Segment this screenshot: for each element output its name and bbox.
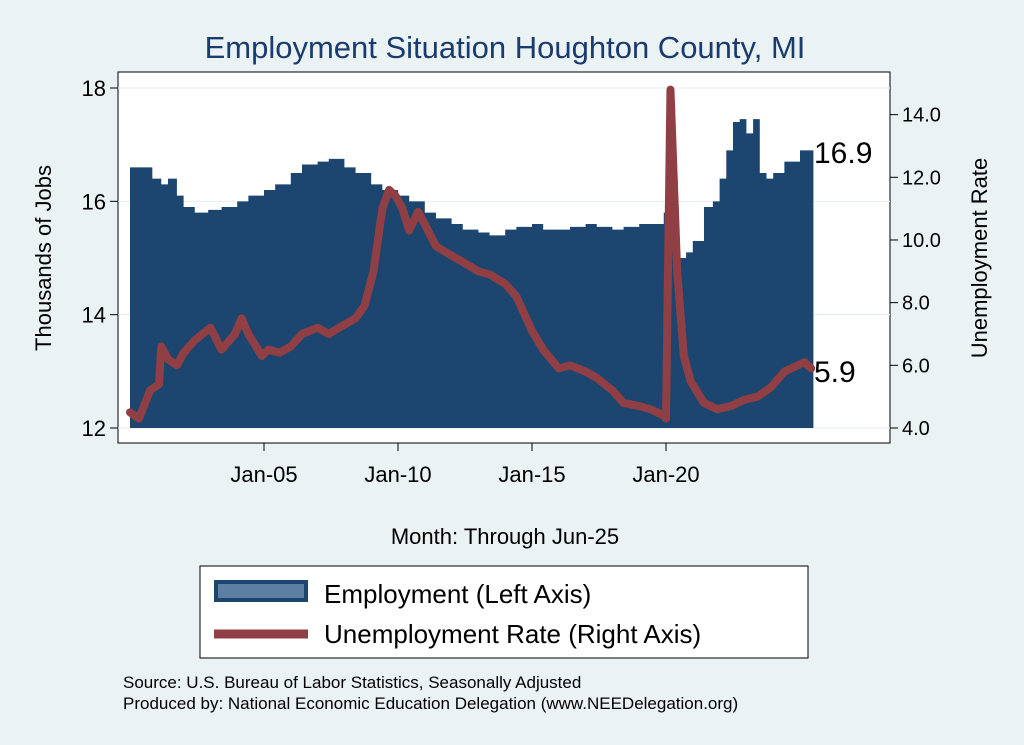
producer-line: Produced by: National Economic Education… xyxy=(123,694,738,713)
unemployment-end-label: 5.9 xyxy=(814,356,856,389)
right-axis-ticks: 4.0 6.0 8.0 10.0 12.0 14.0 xyxy=(890,105,941,440)
unemployment-polyline xyxy=(126,85,816,423)
unemployment-line xyxy=(126,85,816,423)
legend-label-unemployment: Unemployment Rate (Right Axis) xyxy=(324,619,701,649)
left-tick-label-1: 14 xyxy=(82,303,106,328)
right-tick-label-0: 4.0 xyxy=(902,418,930,440)
x-tick-label-3: Jan-20 xyxy=(632,462,699,487)
x-tick-label-1: Jan-10 xyxy=(364,462,431,487)
right-tick-label-1: 6.0 xyxy=(902,355,930,377)
chart-title: Employment Situation Houghton County, MI xyxy=(205,30,806,65)
left-axis-ticks: 12 14 16 18 xyxy=(82,76,118,441)
source-line: Source: U.S. Bureau of Labor Statistics,… xyxy=(123,673,581,692)
x-axis-label: Month: Through Jun-25 xyxy=(391,524,619,549)
employment-area xyxy=(130,119,814,429)
employment-end-label: 16.9 xyxy=(814,137,872,170)
left-tick-label-2: 16 xyxy=(82,189,106,214)
legend: Employment (Left Axis) Unemployment Rate… xyxy=(199,565,809,659)
right-tick-label-2: 8.0 xyxy=(902,293,930,315)
left-tick-label-0: 12 xyxy=(82,416,106,441)
legend-label-employment: Employment (Left Axis) xyxy=(324,579,591,609)
x-tick-label-2: Jan-15 xyxy=(498,462,565,487)
x-tick-label-0: Jan-05 xyxy=(230,462,297,487)
right-tick-label-3: 10.0 xyxy=(902,230,941,252)
right-tick-label-5: 14.0 xyxy=(902,105,941,127)
left-axis-label: Thousands of Jobs xyxy=(31,165,56,351)
right-axis-label: Unemployment Rate xyxy=(967,158,992,359)
left-tick-label-3: 18 xyxy=(82,76,106,101)
right-tick-label-4: 12.0 xyxy=(902,167,941,189)
legend-swatch-employment-inner xyxy=(218,584,304,598)
employment-bars xyxy=(130,119,814,429)
x-axis-ticks: Jan-05 Jan-10 Jan-15 Jan-20 xyxy=(230,443,700,487)
